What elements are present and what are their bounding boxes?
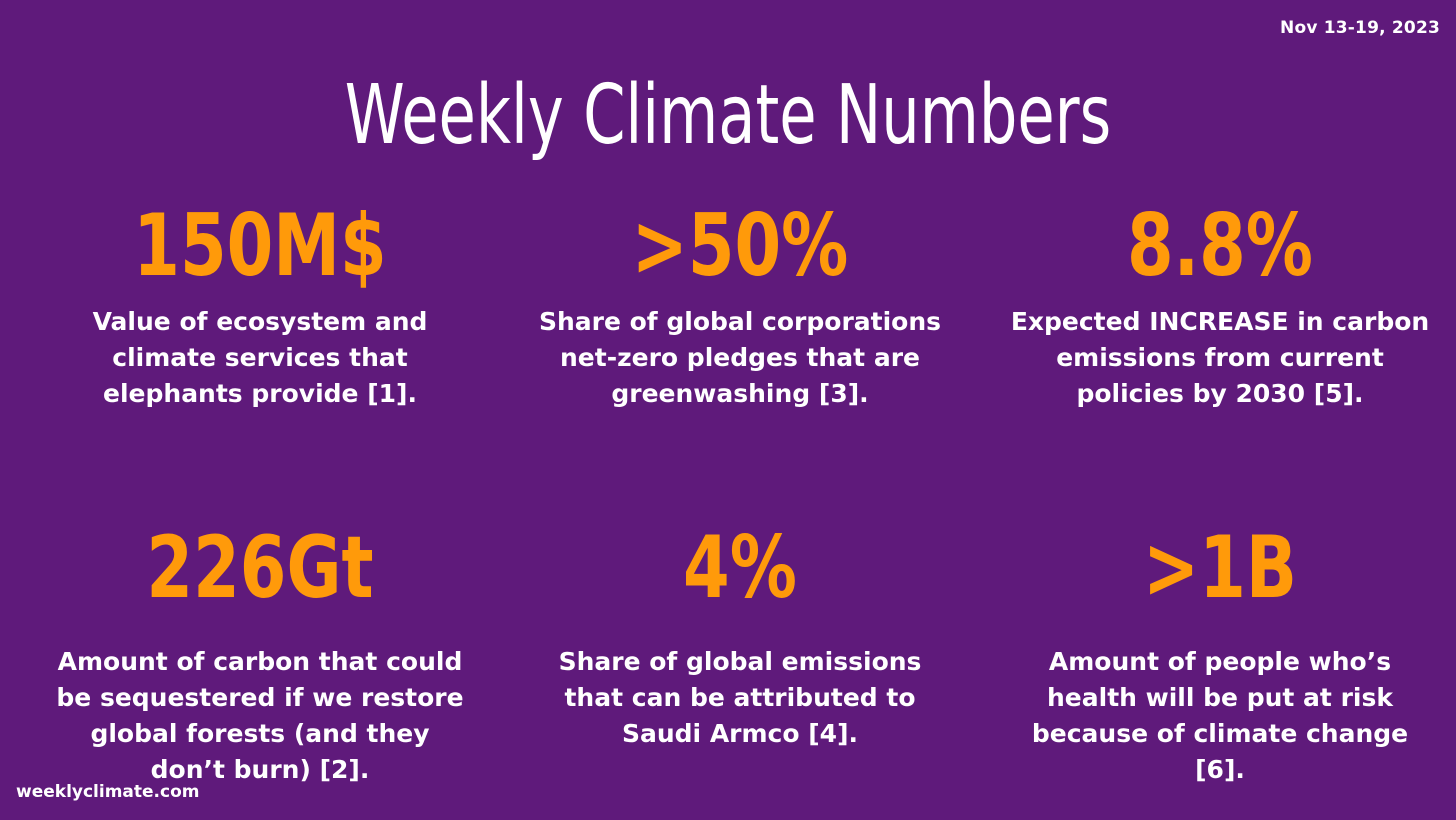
- stat-card-health-risk: >1B Amount of people who’s health will b…: [1000, 520, 1440, 788]
- stat-value: 8.8%: [1126, 196, 1314, 296]
- site-url: weeklyclimate.com: [16, 782, 200, 802]
- stat-description: Value of ecosystem and climate services …: [92, 307, 428, 408]
- stat-description: Amount of carbon that could be sequester…: [56, 647, 464, 784]
- stat-description: Amount of people who’s health will be pu…: [1031, 647, 1409, 784]
- stat-description: Share of global emissions that can be at…: [558, 647, 922, 748]
- stat-value: 226Gt: [146, 518, 374, 618]
- stat-value: 150M$: [133, 196, 387, 296]
- stat-value: >1B: [1142, 518, 1298, 618]
- stat-card-greenwashing-pledges: >50% Share of global corporations net-ze…: [520, 198, 960, 412]
- stat-card-forest-sequestration: 226Gt Amount of carbon that could be seq…: [40, 520, 480, 788]
- stat-description: Expected INCREASE in carbon emissions fr…: [1010, 307, 1430, 408]
- stat-value: 4%: [683, 518, 797, 618]
- page-title: Weekly Climate Numbers: [344, 68, 1112, 163]
- stat-value: >50%: [631, 196, 849, 296]
- stat-card-emissions-increase: 8.8% Expected INCREASE in carbon emissio…: [1000, 198, 1440, 412]
- stat-card-elephant-services: 150M$ Value of ecosystem and climate ser…: [40, 198, 480, 412]
- stat-description: Share of global corporations net-zero pl…: [538, 307, 942, 408]
- stat-card-saudi-aramco-share: 4% Share of global emissions that can be…: [520, 520, 960, 752]
- date-range: Nov 13-19, 2023: [1280, 18, 1440, 38]
